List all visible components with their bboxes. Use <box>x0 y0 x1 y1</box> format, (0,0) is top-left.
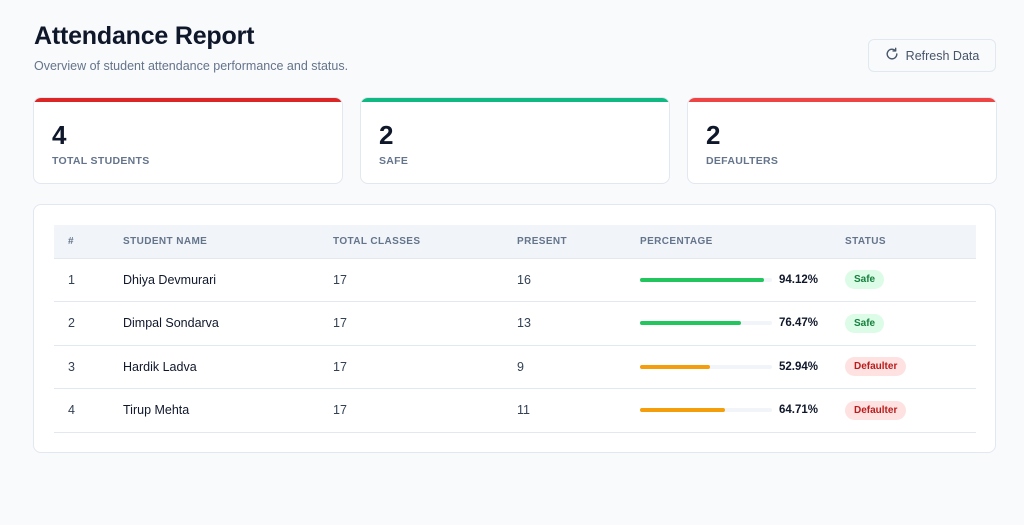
total-classes: 17 <box>319 258 503 302</box>
row-number: 2 <box>54 301 109 346</box>
percentage-value: 76.47% <box>778 317 818 330</box>
page-header: Attendance Report Overview of student at… <box>34 22 348 73</box>
status-cell: Defaulter <box>831 388 976 433</box>
stat-card-defaulters: 2 DEFAULTERS <box>687 97 997 184</box>
table-row: 4 Tirup Mehta 17 11 64.71% Defaulter <box>54 388 976 433</box>
column-header-number: # <box>54 225 109 259</box>
percentage-cell: 94.12% <box>626 258 831 302</box>
stat-label: DEFAULTERS <box>706 155 779 167</box>
column-header-present: PRESENT <box>503 225 626 259</box>
percentage-bar-fill <box>640 321 741 326</box>
status-badge: Safe <box>845 313 885 333</box>
stat-value: 2 <box>706 120 721 150</box>
percentage-bar-fill <box>640 364 710 369</box>
present-count: 16 <box>503 258 626 302</box>
attendance-table-panel: # STUDENT NAME TOTAL CLASSES PRESENT PER… <box>33 204 996 453</box>
present-count: 11 <box>503 388 626 433</box>
table-row: 2 Dimpal Sondarva 17 13 76.47% Safe <box>54 301 976 346</box>
stat-card-safe: 2 SAFE <box>360 97 670 184</box>
status-cell: Defaulter <box>831 345 976 389</box>
page-subtitle: Overview of student attendance performan… <box>34 59 349 73</box>
stat-value: 4 <box>52 120 67 150</box>
percentage-bar-track <box>640 408 772 413</box>
stat-card-total-students: 4 TOTAL STUDENTS <box>33 97 343 184</box>
table-row: 3 Hardik Ladva 17 9 52.94% Defaulter <box>54 345 976 389</box>
percentage-cell: 64.71% <box>626 388 831 433</box>
attendance-table: # STUDENT NAME TOTAL CLASSES PRESENT PER… <box>54 225 976 433</box>
percentage-value: 52.94% <box>778 360 818 373</box>
stat-value: 2 <box>379 120 394 150</box>
status-badge: Defaulter <box>845 400 907 420</box>
stat-label: TOTAL STUDENTS <box>52 155 150 167</box>
row-number: 4 <box>54 388 109 433</box>
student-name: Dhiya Devmurari <box>109 258 319 302</box>
percentage-bar-track <box>640 364 772 369</box>
total-classes: 17 <box>319 345 503 389</box>
card-accent-bar <box>361 98 669 102</box>
percentage-cell: 76.47% <box>626 301 831 346</box>
stat-cards: 4 TOTAL STUDENTS 2 SAFE 2 DEFAULTERS <box>33 97 997 184</box>
column-header-total-classes: TOTAL CLASSES <box>319 225 503 259</box>
page-title: Attendance Report <box>34 22 255 50</box>
refresh-data-button[interactable]: Refresh Data <box>868 39 996 72</box>
student-name: Dimpal Sondarva <box>109 301 319 346</box>
present-count: 9 <box>503 345 626 389</box>
status-badge: Safe <box>845 270 885 290</box>
status-badge: Defaulter <box>845 357 907 377</box>
status-cell: Safe <box>831 301 976 346</box>
present-count: 13 <box>503 301 626 346</box>
row-number: 1 <box>54 258 109 302</box>
percentage-bar-track <box>640 277 772 282</box>
refresh-icon <box>885 47 899 64</box>
percentage-bar-fill <box>640 408 726 413</box>
column-header-status: STATUS <box>831 225 976 259</box>
card-accent-bar <box>688 98 996 102</box>
percentage-cell: 52.94% <box>626 345 831 389</box>
status-cell: Safe <box>831 258 976 302</box>
student-name: Tirup Mehta <box>109 388 319 433</box>
table-header-row: # STUDENT NAME TOTAL CLASSES PRESENT PER… <box>54 225 976 259</box>
percentage-bar-track <box>640 321 772 326</box>
column-header-percentage: PERCENTAGE <box>626 225 831 259</box>
stat-label: SAFE <box>379 155 409 167</box>
percentage-value: 94.12% <box>778 273 818 286</box>
total-classes: 17 <box>319 301 503 346</box>
row-number: 3 <box>54 345 109 389</box>
card-accent-bar <box>34 98 342 102</box>
percentage-value: 64.71% <box>778 404 818 417</box>
total-classes: 17 <box>319 388 503 433</box>
refresh-data-label: Refresh Data <box>905 48 980 63</box>
table-row: 1 Dhiya Devmurari 17 16 94.12% Safe <box>54 258 976 302</box>
student-name: Hardik Ladva <box>109 345 319 389</box>
percentage-bar-fill <box>640 277 765 282</box>
column-header-student-name: STUDENT NAME <box>109 225 319 259</box>
